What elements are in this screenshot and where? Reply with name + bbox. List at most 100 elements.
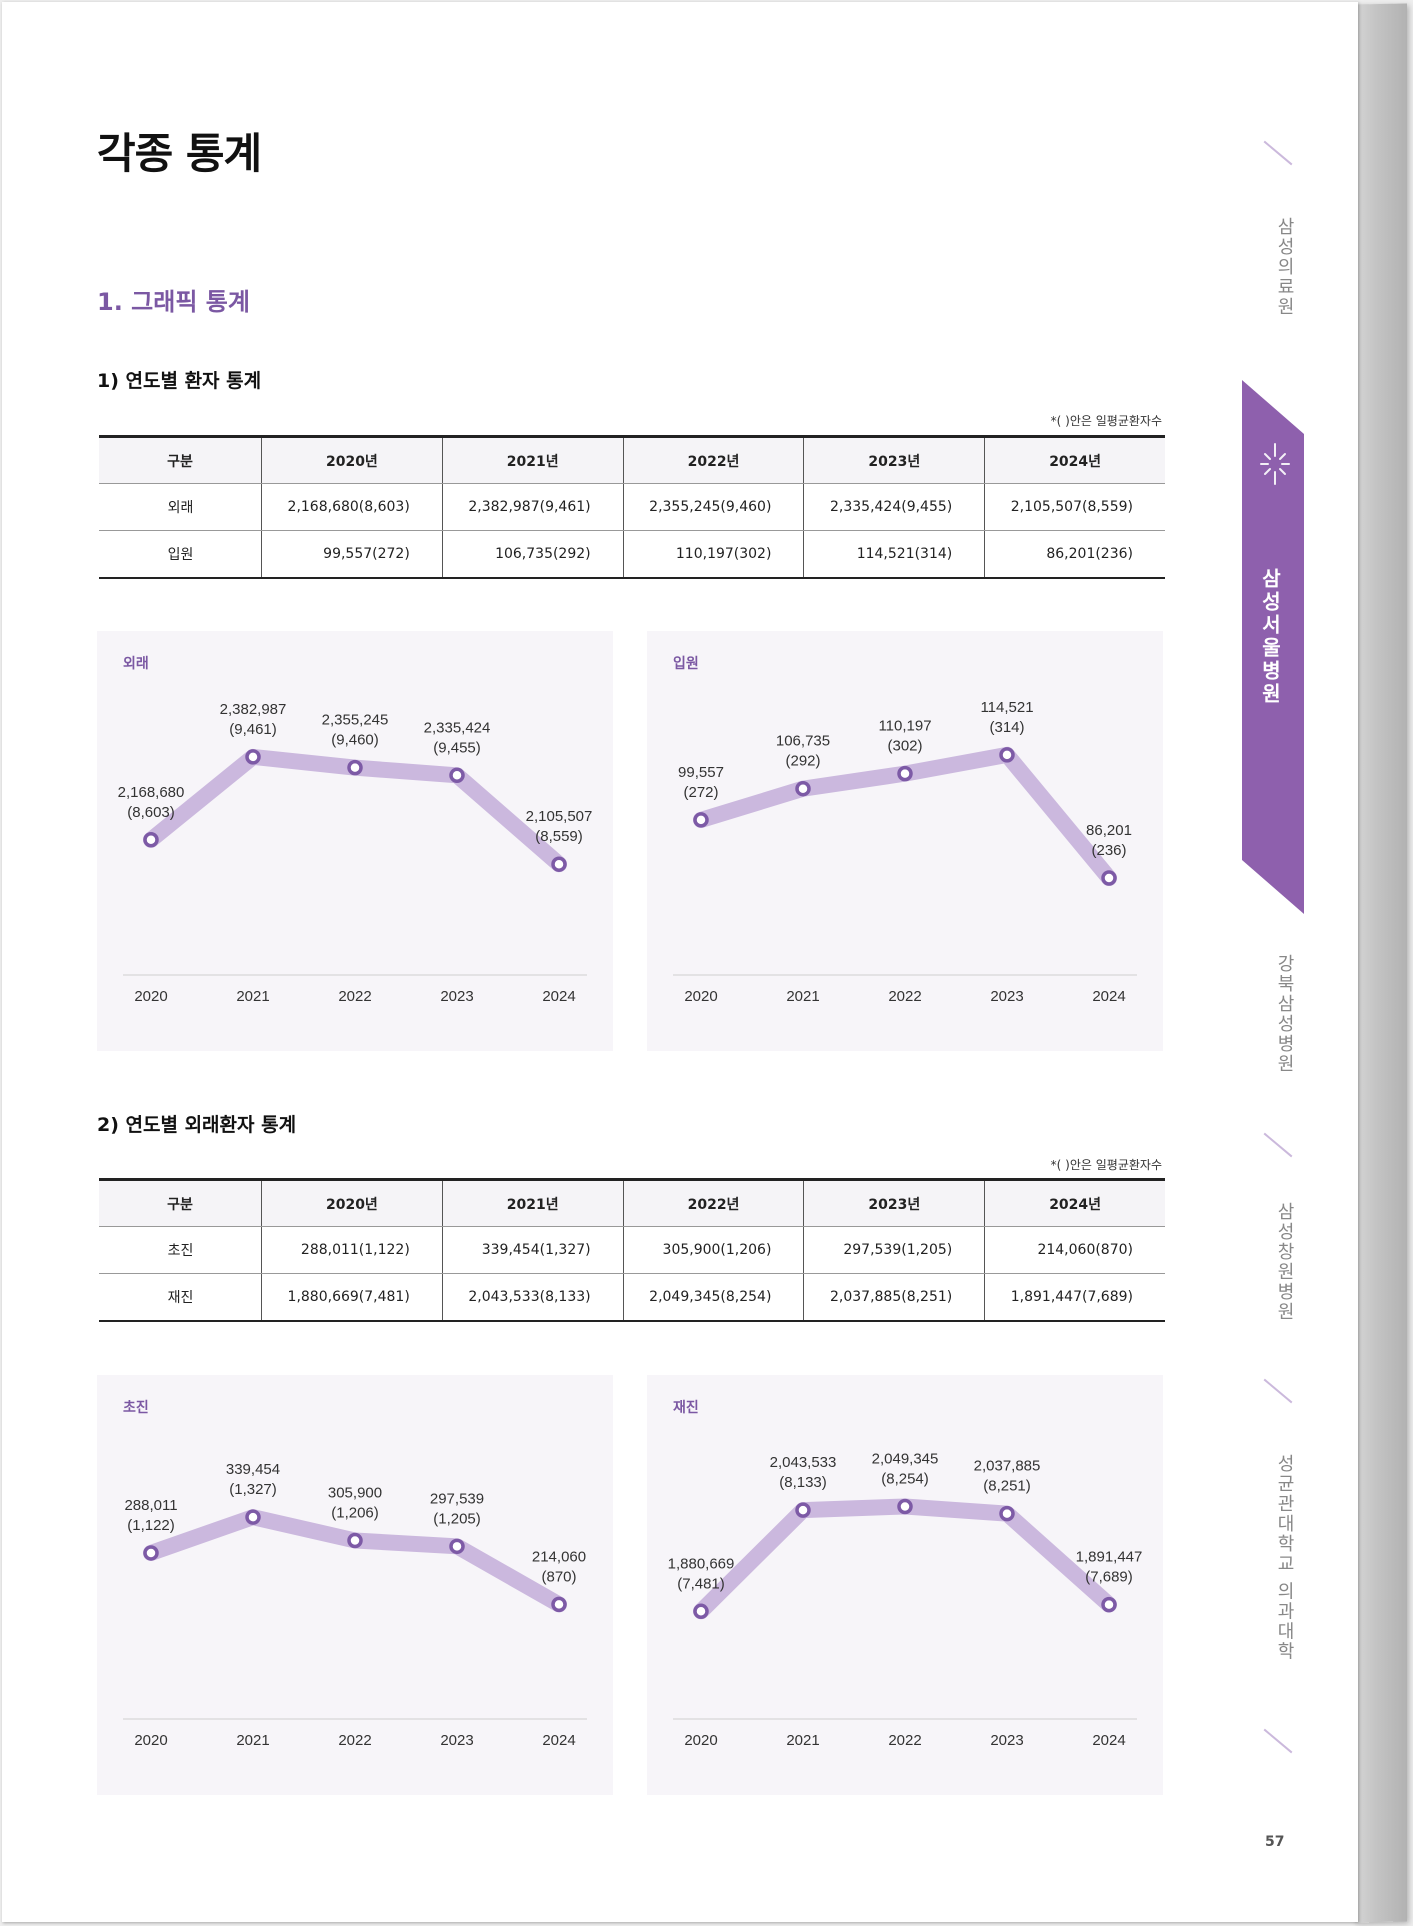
data-point [143,1545,159,1561]
table-cell: 339,454(1,327) [441,1226,624,1274]
chart-revisit: 1,880,669 (7,481) 2020 2,043,533 (8,133) 2021… [668,1450,1143,1749]
table-row: 입원 99,557(272) 106,735(292) 110,197(302)… [99,530,1165,579]
data-point [449,767,465,784]
table-cell: 2,382,987(9,461) [441,483,624,531]
table-cell: 2,335,424(9,455) [803,483,985,531]
x-tick-label: 2021 [786,1732,819,1749]
data-sublabel: (8,251) [983,1478,1031,1495]
table-cell: 2,355,245(9,460) [622,483,804,531]
table-header-row: 구분 2020년 2021년 2022년 2023년 2024년 [99,1178,1165,1227]
chart-panel-outpatient: 외래 2,168,680 (8,603) 2020 2,382,987 (9,461) 2… [97,631,613,1051]
patient-stats-table: 구분 2020년 2021년 2022년 2023년 2024년 외래 2,16… [99,435,1165,579]
outpatient-stats-table: 구분 2020년 2021년 2022년 2023년 2024년 초진 288,… [99,1178,1165,1322]
divider-slash [1263,140,1293,166]
x-tick-label: 2022 [888,988,921,1005]
data-point [693,812,709,828]
table-header: 2023년 [803,1178,985,1227]
data-label: 1,891,447 [1076,1549,1143,1566]
data-point [795,1502,811,1518]
table-cell: 99,557(272) [261,530,443,579]
table-header: 구분 [99,435,262,484]
side-nav-item-active[interactable]: 삼성서울병원 [1258,568,1282,706]
data-point [1101,1596,1117,1613]
data-label: 2,049,345 [872,1450,939,1467]
chart-first-visit: 288,011 (1,122) 2020 339,454 (1,327) 2021 305,… [123,1461,587,1749]
data-sublabel: (8,559) [535,828,583,845]
side-nav-item[interactable]: 삼성창원병원 [1274,1202,1295,1322]
data-label: 2,043,533 [770,1454,837,1471]
data-sublabel: (272) [683,784,718,801]
x-tick-label: 2023 [990,1732,1023,1749]
data-label: 99,557 [678,764,724,781]
data-point [795,780,811,797]
table-header: 2021년 [441,435,624,484]
data-sublabel: (236) [1091,842,1126,859]
x-tick-label: 2023 [990,988,1023,1005]
data-label: 1,880,669 [668,1555,735,1572]
table-cell: 2,168,680(8,603) [261,483,443,531]
data-label: 297,539 [430,1490,484,1507]
document-page: 각종 통계 1. 그래픽 통계 1) 연도별 환자 통계 *( )안은 일평균환… [2,2,1358,1922]
series-line [693,1498,1117,1620]
data-label: 114,521 [980,699,1033,716]
x-tick-label: 2023 [440,988,473,1005]
table-row: 초진 288,011(1,122) 339,454(1,327) 305,900… [99,1226,1165,1274]
data-label: 106,735 [776,733,830,750]
side-nav-item[interactable]: 강북삼성병원 [1274,954,1295,1074]
table-row: 재진 1,880,669(7,481) 2,043,533(8,133) 2,0… [99,1273,1165,1322]
data-sublabel: (9,455) [433,739,481,756]
page-title: 각종 통계 [97,129,262,178]
data-sublabel: (8,603) [127,804,175,821]
data-sublabel: (8,254) [881,1470,929,1487]
side-nav-active-tab[interactable] [1242,380,1304,914]
data-point [347,759,363,776]
data-label: 86,201 [1086,822,1132,839]
side-nav-item[interactable]: 성균관대학교 의과대학 [1274,1454,1295,1662]
data-sublabel: (870) [541,1568,576,1585]
table-header: 2022년 [622,1178,804,1227]
side-nav-item[interactable]: 삼성의료원 [1274,217,1295,317]
subsection-title-patients: 1) 연도별 환자 통계 [97,370,262,392]
table-header: 2022년 [622,435,804,484]
data-sublabel: (1,122) [127,1517,175,1534]
x-tick-label: 2020 [684,988,717,1005]
table-cell: 재진 [99,1273,262,1322]
section-title: 1. 그래픽 통계 [97,288,250,316]
data-label: 2,105,507 [526,808,593,825]
data-point [245,749,261,765]
divider-slash [1263,1378,1293,1404]
table-cell: 86,201(236) [984,530,1165,579]
chart-label: 입원 [673,656,699,672]
page-edge [1355,3,1407,1923]
table-header: 구분 [99,1178,262,1227]
table-cell: 214,060(870) [984,1226,1165,1274]
data-label: 2,382,987 [220,701,287,718]
chart-inpatient: 99,557 (272) 2020 106,735 (292) 2021 110,197 (3… [673,699,1137,1005]
data-point [1101,870,1117,886]
data-label: 305,900 [328,1484,382,1501]
table-cell: 초진 [99,1226,262,1274]
table-header: 2020년 [261,435,443,484]
x-tick-label: 2024 [542,988,575,1005]
table-cell: 1,891,447(7,689) [984,1273,1165,1322]
note-average: *( )안은 일평균환자수 [1050,1158,1162,1172]
data-label: 2,168,680 [118,784,185,801]
table-header: 2024년 [984,1178,1165,1227]
subsection-title-outpatients: 2) 연도별 외래환자 통계 [97,1114,297,1136]
chart-label: 초진 [123,1400,149,1416]
data-sublabel: (314) [989,719,1024,736]
table-cell: 110,197(302) [622,530,804,579]
data-point [551,856,567,872]
table-cell: 2,049,345(8,254) [622,1273,804,1322]
table-cell: 입원 [99,530,262,579]
note-average: *( )안은 일평균환자수 [1050,414,1162,428]
data-point [347,1532,363,1549]
chart-panel-revisit: 재진 1,880,669 (7,481) 2020 2,043,533 (8,133) 2… [647,1375,1163,1795]
data-label: 2,037,885 [974,1458,1041,1475]
data-label: 339,454 [226,1461,280,1478]
data-point [999,1505,1015,1522]
data-sublabel: (1,205) [433,1510,481,1527]
data-label: 110,197 [878,718,931,735]
sparkle-icon [1242,434,1304,514]
data-sublabel: (1,206) [331,1504,379,1521]
